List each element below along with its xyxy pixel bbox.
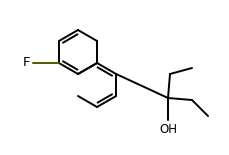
Text: OH: OH xyxy=(158,123,176,136)
Text: F: F xyxy=(22,57,30,69)
